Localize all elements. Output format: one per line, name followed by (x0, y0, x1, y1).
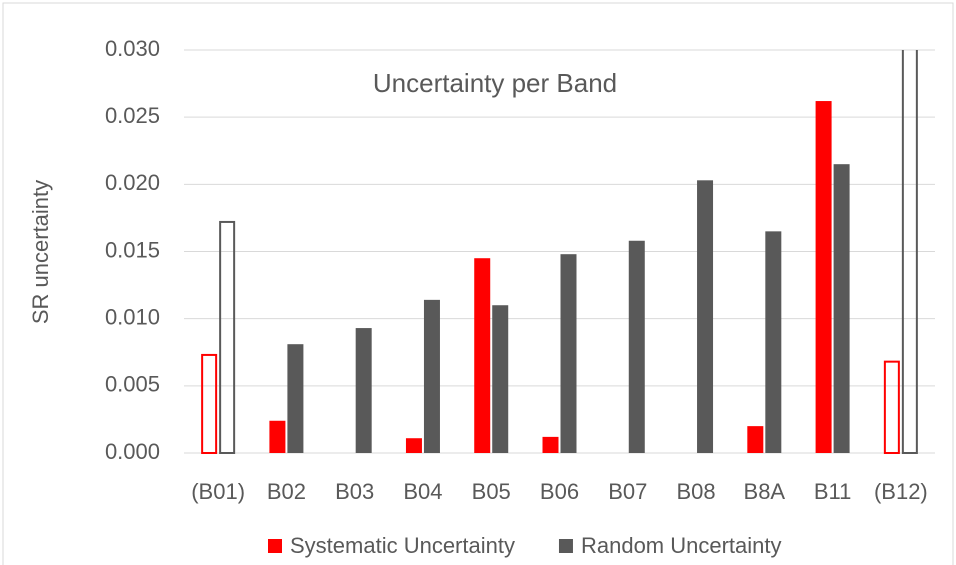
x-tick-label: (B12) (874, 479, 928, 504)
x-tick-label: B06 (540, 479, 579, 504)
bar (901, 50, 918, 454)
bars (201, 50, 918, 454)
x-tick-label: B8A (744, 479, 786, 504)
bar (542, 436, 559, 453)
x-tick-label: B08 (676, 479, 715, 504)
chart-title: Uncertainty per Band (373, 68, 617, 98)
bar (423, 299, 440, 453)
y-tick-label: 0.015 (105, 237, 160, 262)
x-tick-label: B07 (608, 479, 647, 504)
y-tick-label: 0.005 (105, 372, 160, 397)
x-tick-label: B02 (267, 479, 306, 504)
bar (747, 426, 764, 453)
bar (628, 240, 645, 453)
bar (560, 254, 577, 453)
bar (883, 360, 900, 454)
bar (201, 353, 218, 454)
legend-label: Systematic Uncertainty (290, 533, 515, 558)
x-tick-label: B04 (403, 479, 442, 504)
y-tick-label: 0.030 (105, 36, 160, 61)
bar (492, 305, 509, 453)
legend-swatch (268, 539, 282, 553)
x-tick-label: (B01) (191, 479, 245, 504)
legend-label: Random Uncertainty (581, 533, 782, 558)
x-tick-label: B03 (335, 479, 374, 504)
bar (287, 344, 304, 453)
bar (219, 220, 236, 454)
y-tick-label: 0.020 (105, 170, 160, 195)
bar (697, 180, 714, 453)
bar (815, 101, 832, 454)
bar (405, 438, 422, 453)
y-tick-label: 0.010 (105, 304, 160, 329)
grid (184, 49, 935, 454)
y-tick-label: 0.000 (105, 439, 160, 464)
x-tick-label: B11 (814, 479, 852, 504)
bar (474, 258, 491, 453)
y-axis-label: SR uncertainty (28, 180, 53, 324)
y-tick-label: 0.025 (105, 103, 160, 128)
bar (355, 328, 372, 453)
bar (833, 164, 850, 453)
x-tick-label: B05 (472, 479, 511, 504)
bar (269, 420, 286, 453)
legend-swatch (558, 539, 573, 553)
bar (765, 231, 782, 453)
